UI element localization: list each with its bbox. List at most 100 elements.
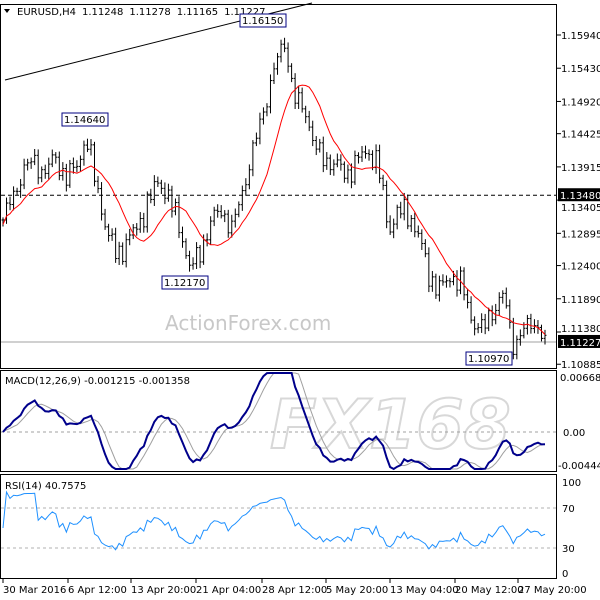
price-bar	[212, 206, 216, 227]
price-bar	[233, 208, 237, 228]
price-bar	[258, 112, 262, 145]
price-annotation-box	[239, 13, 287, 28]
price-bar	[279, 39, 283, 63]
price-bar	[145, 191, 149, 233]
price-annotation-label: 1.14640	[64, 115, 105, 126]
symbol-label: EURUSD,H4	[17, 7, 76, 18]
price-bar	[180, 226, 184, 248]
price-bar	[328, 154, 332, 176]
rsi-line	[2, 490, 546, 551]
price-bar	[85, 138, 89, 153]
price-bar	[33, 148, 37, 166]
price-bar	[321, 136, 325, 173]
price-bar	[494, 303, 498, 325]
price-bar	[205, 233, 209, 247]
price-annotation-label: 1.16150	[242, 16, 283, 27]
macd-tick-top: 0.006687	[560, 373, 600, 384]
price-bar	[381, 174, 385, 191]
price-bar	[128, 228, 132, 246]
time-axis: 30 Mar 2016 6 Apr 12:00 13 Apr 20:00 21 Apr…	[2, 579, 587, 596]
rsi-tick-70: 70	[562, 504, 575, 515]
price-bar	[117, 241, 121, 266]
price-bar	[441, 274, 445, 286]
ohlc-low: 1.11165	[177, 7, 218, 18]
price-bar	[170, 185, 174, 218]
price-bar	[469, 296, 473, 324]
price-bar	[191, 257, 195, 270]
price-bar	[96, 176, 100, 194]
price-bar	[314, 136, 318, 156]
price-bar	[416, 225, 420, 238]
price-bar	[226, 209, 230, 238]
price-bar	[290, 63, 294, 83]
price-bar	[188, 250, 192, 272]
price-bar	[434, 273, 438, 299]
price-bar	[272, 62, 276, 85]
time-tick-label: 27 May 20:00	[518, 585, 587, 596]
level-price-tag-bg	[558, 188, 600, 202]
price-bar	[276, 52, 280, 75]
price-bar	[152, 175, 156, 206]
price-bar	[518, 329, 522, 346]
price-bar	[240, 185, 244, 211]
price-bar	[247, 164, 251, 190]
price-bar	[26, 158, 30, 171]
price-bar	[332, 159, 336, 176]
price-bar	[184, 238, 188, 259]
price-tick-label: 1.12895	[561, 229, 600, 240]
price-bar	[304, 105, 308, 124]
time-tick-label: 20 May 12:00	[455, 585, 524, 596]
price-bar	[254, 132, 258, 147]
price-bar	[107, 223, 111, 242]
price-bar	[159, 179, 163, 194]
price-bar	[497, 292, 501, 316]
rsi-tick-100: 100	[562, 478, 581, 489]
price-bar	[163, 182, 167, 205]
price-bar	[346, 164, 350, 184]
price-bar	[93, 141, 97, 187]
price-bar	[177, 196, 181, 239]
price-annotation-box	[465, 351, 513, 366]
price-annotation-label: 1.12170	[164, 278, 205, 289]
time-tick-label: 13 May 04:00	[390, 585, 459, 596]
price-bar	[209, 216, 213, 245]
price-tick-label: 1.13915	[561, 163, 600, 174]
macd-line	[2, 372, 546, 471]
price-bar	[89, 139, 93, 156]
time-tick-label: 5 May 20:00	[326, 585, 388, 596]
price-bar	[43, 164, 47, 179]
price-bar	[388, 215, 392, 235]
time-tick-label: 6 Apr 12:00	[68, 585, 127, 596]
price-tick-label: 1.15430	[561, 64, 600, 75]
price-bar	[448, 277, 452, 288]
price-bar	[392, 218, 396, 239]
price-bar	[364, 145, 368, 159]
price-annotation-box	[61, 112, 109, 127]
price-bar	[78, 155, 82, 172]
price-bar	[12, 186, 16, 211]
price-bar	[342, 161, 346, 183]
price-bar	[480, 313, 484, 333]
price-bar	[508, 299, 512, 329]
price-bar	[325, 152, 329, 170]
price-bars	[1, 37, 547, 360]
price-tick-label: 1.11380	[561, 324, 600, 335]
price-bar	[71, 157, 75, 174]
macd-tick-zero: 0.00	[563, 428, 585, 439]
dropdown-triangle-icon[interactable]	[4, 9, 10, 13]
price-bar	[29, 157, 33, 169]
macd-tick-bottom: -0.004446	[558, 461, 600, 472]
price-bar	[142, 212, 146, 233]
moving-average-line	[2, 84, 546, 335]
price-bar	[286, 42, 290, 73]
price-bar	[82, 140, 86, 166]
price-bar	[437, 275, 441, 302]
price-bar	[219, 205, 223, 219]
price-bar	[64, 163, 68, 192]
price-bar	[244, 178, 248, 196]
price-bar	[487, 307, 491, 332]
price-bar	[395, 204, 399, 230]
price-bar	[466, 288, 470, 309]
